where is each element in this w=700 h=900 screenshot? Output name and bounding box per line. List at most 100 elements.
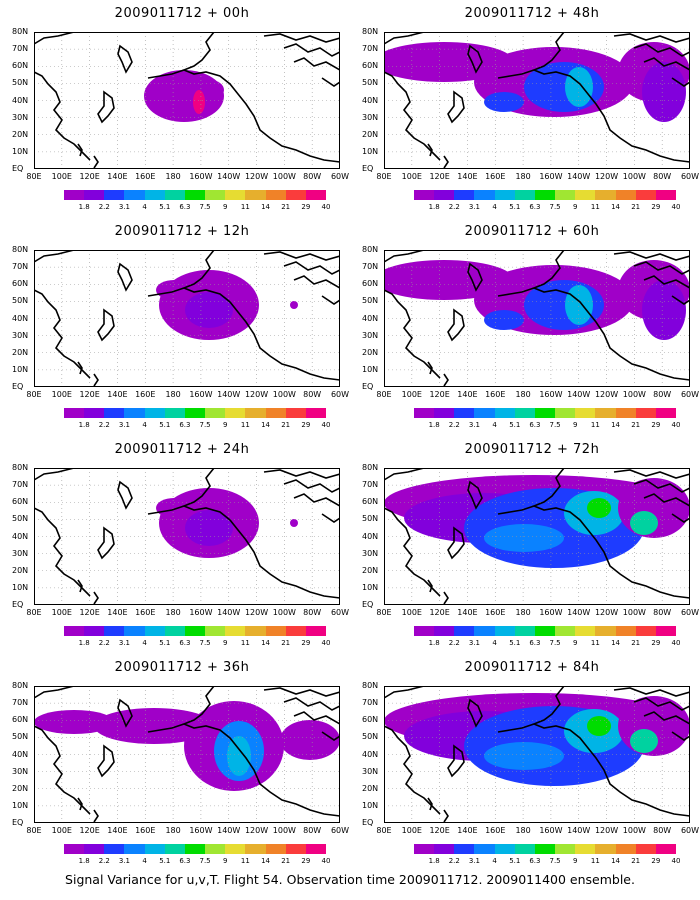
colorbar-swatch bbox=[245, 626, 266, 636]
colorbar-label: 6.3 bbox=[529, 203, 541, 211]
coastline bbox=[34, 686, 75, 699]
colorbar-swatch bbox=[555, 408, 576, 418]
coastline bbox=[633, 261, 690, 275]
colorbar-label: 11 bbox=[590, 421, 600, 429]
coastline bbox=[531, 32, 690, 163]
variance-contour bbox=[630, 729, 658, 753]
colorbar-swatch bbox=[104, 190, 125, 200]
longitude-label: 100E bbox=[51, 390, 72, 399]
longitude-label: 100W bbox=[272, 608, 296, 617]
longitude-label: 100E bbox=[51, 608, 72, 617]
longitude-label: 60W bbox=[330, 826, 350, 835]
longitude-label: 160E bbox=[485, 390, 506, 399]
coastline bbox=[443, 155, 449, 169]
colorbar-label: 29 bbox=[651, 857, 661, 865]
longitude-label: 100E bbox=[51, 826, 72, 835]
coastline bbox=[147, 505, 185, 515]
latitude-label: 10N bbox=[12, 146, 29, 156]
coastline bbox=[293, 711, 340, 725]
coastline bbox=[531, 686, 690, 817]
longitude-label: 160E bbox=[135, 172, 156, 181]
colorbar-swatch bbox=[534, 626, 556, 636]
colorbar-swatch bbox=[635, 190, 656, 200]
coastline bbox=[34, 468, 75, 481]
variance-field bbox=[156, 488, 298, 558]
colorbar-label: 21 bbox=[281, 203, 291, 211]
map-frame bbox=[384, 686, 690, 823]
longitude-label: 160W bbox=[189, 390, 213, 399]
latitude-label: 40N bbox=[362, 313, 379, 323]
coastline bbox=[77, 797, 83, 811]
colorbar-label: 40 bbox=[321, 421, 331, 429]
coastline bbox=[283, 479, 340, 493]
longitude-label: 120E bbox=[79, 390, 100, 399]
colorbar-label: 29 bbox=[651, 421, 661, 429]
map-canvas bbox=[34, 250, 340, 387]
colorbar-label: 4 bbox=[492, 857, 497, 865]
colorbar-label: 9 bbox=[572, 639, 578, 647]
colorbar-swatch bbox=[635, 844, 656, 854]
colorbar-label: 14 bbox=[611, 857, 620, 865]
latitude-label: EQ bbox=[362, 382, 374, 391]
latitude-label: 40N bbox=[362, 531, 379, 541]
latitude-label: 60N bbox=[362, 279, 379, 289]
latitude-label: 80N bbox=[362, 245, 379, 254]
colorbar-swatch bbox=[615, 190, 636, 200]
colorbar-label: 21 bbox=[281, 421, 291, 429]
latitude-label: 10N bbox=[362, 364, 379, 374]
colorbar-swatch bbox=[305, 844, 327, 854]
variance-contour bbox=[156, 280, 192, 300]
colorbar-label: 3.1 bbox=[468, 421, 481, 429]
latitude-label: 50N bbox=[12, 514, 29, 524]
latitude-label: 30N bbox=[362, 548, 379, 558]
colorbar-swatch bbox=[615, 844, 636, 854]
coastline bbox=[447, 744, 465, 778]
latitude-label: 40N bbox=[12, 749, 29, 759]
colorbar-label: 9 bbox=[572, 203, 578, 211]
colorbar-label: 9 bbox=[222, 639, 228, 647]
latitude-label: 70N bbox=[362, 698, 379, 708]
longitude-label: 180 bbox=[165, 172, 181, 181]
coastline bbox=[384, 468, 425, 481]
coastline bbox=[34, 250, 75, 263]
coastline bbox=[293, 57, 340, 71]
coastline bbox=[643, 275, 690, 289]
colorbar-label: 29 bbox=[651, 203, 661, 211]
colorbar-label: 29 bbox=[651, 639, 661, 647]
longitude-label: 140E bbox=[107, 172, 128, 181]
coastline bbox=[467, 44, 483, 74]
longitude-label: 180 bbox=[515, 390, 531, 399]
colorbar bbox=[64, 626, 327, 636]
longitude-label: 60W bbox=[330, 608, 350, 617]
colorbar-label: 5.1 bbox=[159, 421, 171, 429]
colorbar-label: 2.2 bbox=[448, 421, 460, 429]
variance-contour bbox=[484, 524, 564, 552]
colorbar-label: 5.1 bbox=[509, 857, 521, 865]
colorbar bbox=[64, 844, 327, 854]
colorbar-label: 5.1 bbox=[159, 857, 171, 865]
longitude-label: 180 bbox=[515, 608, 531, 617]
coastline bbox=[34, 507, 91, 597]
longitude-label: 60W bbox=[680, 390, 700, 399]
colorbar-swatch bbox=[655, 408, 677, 418]
colorbar-swatch bbox=[434, 626, 455, 636]
longitude-label: 160E bbox=[485, 172, 506, 181]
map-canvas bbox=[384, 250, 690, 387]
colorbar-swatch bbox=[124, 844, 145, 854]
colorbar-label: 14 bbox=[611, 639, 620, 647]
longitude-label: 180 bbox=[165, 826, 181, 835]
colorbar-label: 2.2 bbox=[98, 421, 110, 429]
colorbar-swatch bbox=[225, 408, 246, 418]
longitude-label: 140W bbox=[567, 826, 591, 835]
colorbar-swatch bbox=[124, 626, 145, 636]
latitude-label: 50N bbox=[362, 514, 379, 524]
panel-title: 2009011712 + 60h bbox=[464, 224, 600, 239]
colorbar-label: 9 bbox=[572, 857, 578, 865]
coastline bbox=[633, 43, 690, 57]
longitude-label: 160E bbox=[135, 608, 156, 617]
longitude-label: 180 bbox=[515, 172, 531, 181]
variance-field bbox=[384, 42, 690, 122]
longitude-label: 140E bbox=[107, 390, 128, 399]
colorbar-swatch bbox=[205, 190, 226, 200]
latitude-label: EQ bbox=[12, 164, 24, 173]
